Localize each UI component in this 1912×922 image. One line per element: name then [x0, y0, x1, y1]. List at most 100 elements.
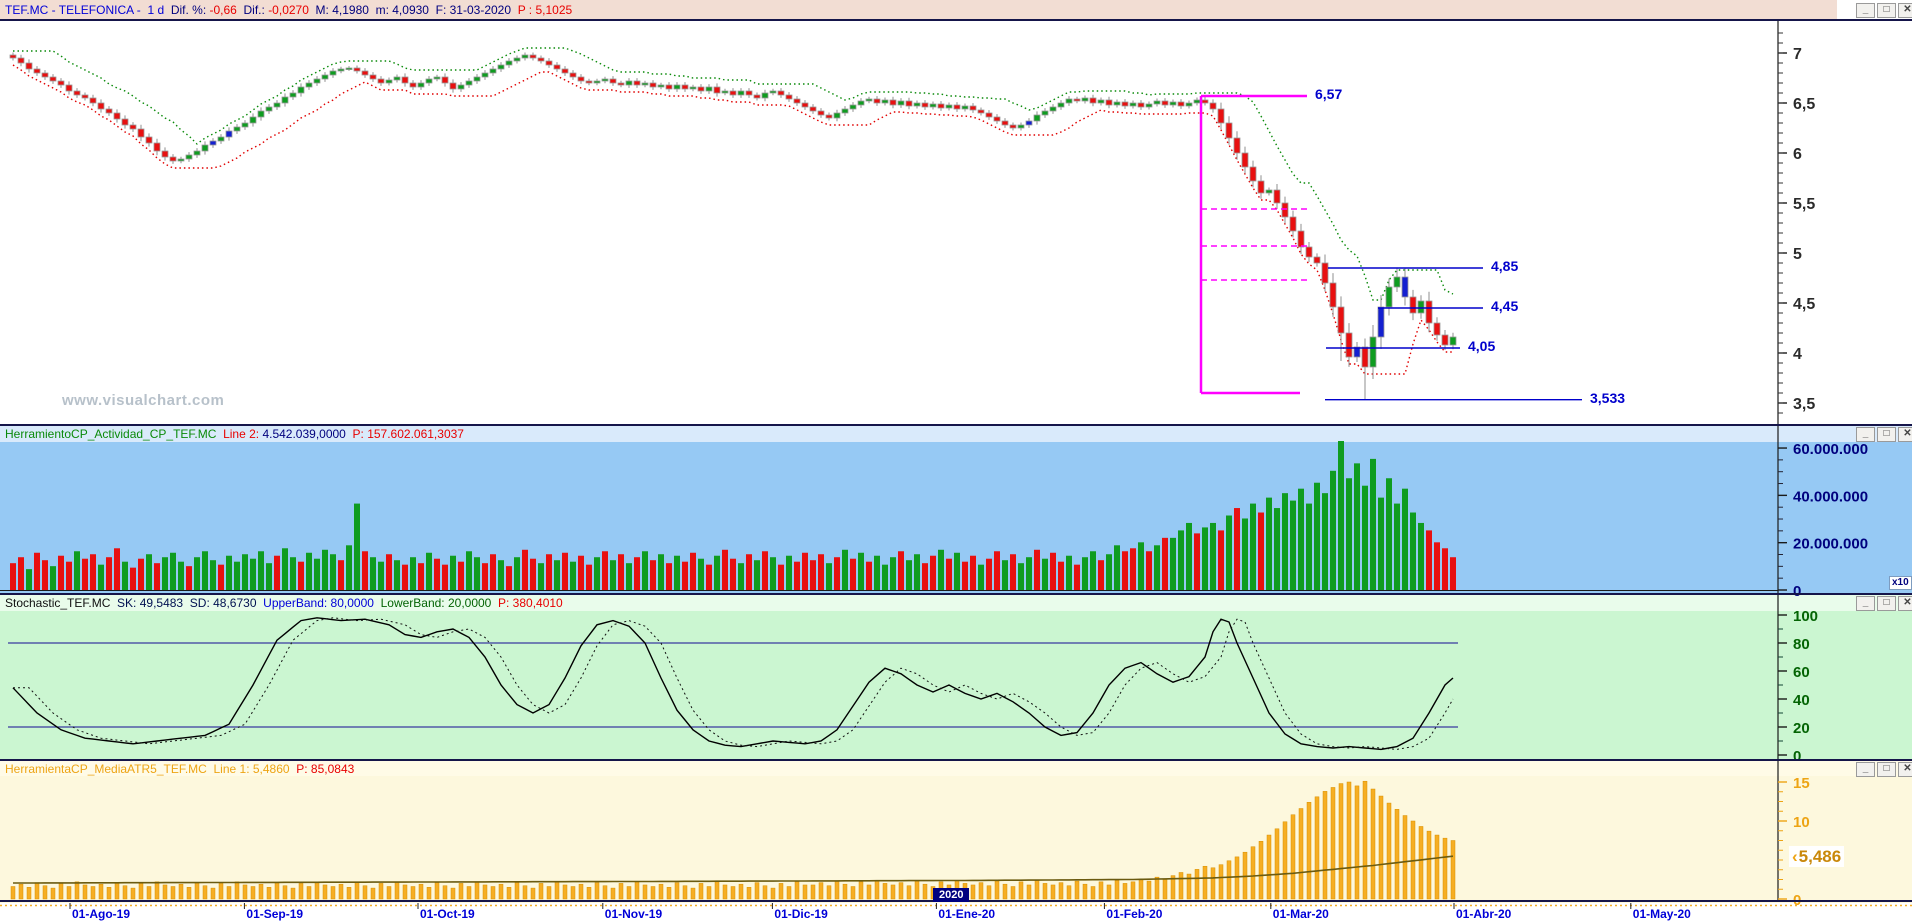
atr-bar	[490, 886, 496, 900]
volume-bar	[762, 551, 768, 590]
atr-panel-bg	[0, 760, 1912, 903]
candle-body	[289, 92, 297, 98]
main-maximize-button[interactable]: □	[1877, 3, 1896, 18]
volume-maximize-button[interactable]: □	[1877, 427, 1896, 442]
stochastic-minimize-button[interactable]: _	[1856, 596, 1875, 611]
stoch-axis-label: 80	[1793, 636, 1810, 653]
atr-bar	[994, 880, 1000, 900]
atr-bar	[1378, 795, 1384, 900]
atr-bar	[1018, 881, 1024, 900]
volume-bar	[1266, 497, 1272, 590]
volume-close-button[interactable]: ✕	[1898, 427, 1912, 442]
volume-bar	[1090, 551, 1096, 590]
candle-body	[529, 54, 537, 59]
atr-maximize-button[interactable]: □	[1877, 762, 1896, 777]
candle-body	[809, 106, 817, 112]
candle-body	[585, 80, 593, 84]
candle-body	[161, 150, 169, 158]
atr-bar	[114, 882, 120, 900]
atr-bar	[898, 882, 904, 900]
volume-bar	[1346, 478, 1352, 590]
atr-bar	[506, 887, 512, 900]
candle-body	[1169, 101, 1177, 106]
candle-body	[225, 130, 233, 138]
atr-bar	[98, 883, 104, 900]
candle-body	[1337, 306, 1345, 334]
volume-bar	[1274, 508, 1280, 590]
atr-minimize-button[interactable]: _	[1856, 762, 1875, 777]
volume-bar	[578, 555, 584, 590]
volume-bar	[426, 552, 432, 590]
volume-bar	[498, 560, 504, 590]
candle-body	[345, 67, 353, 71]
volume-bar	[1026, 557, 1032, 590]
candle-body	[697, 86, 705, 92]
stochastic-maximize-button[interactable]: □	[1877, 596, 1896, 611]
date-axis-label: 01-Ene-20	[938, 907, 995, 921]
volume-bar	[1066, 555, 1072, 590]
atr-bar	[330, 886, 336, 900]
volume-scale-badge: x10	[1889, 576, 1912, 590]
atr-bar	[1162, 878, 1168, 900]
volume-bar	[946, 558, 952, 590]
header-text-part: HerramientaCP_MediaATR5_TEF.MC	[5, 762, 207, 776]
volume-bar	[434, 558, 440, 590]
atr-bar	[1290, 814, 1296, 900]
atr-bar	[1442, 837, 1448, 900]
volume-bar	[642, 551, 648, 590]
volume-bar	[274, 555, 280, 590]
stoch-axis-label: 40	[1793, 692, 1810, 709]
volume-bar	[842, 549, 848, 590]
volume-minimize-button[interactable]: _	[1856, 427, 1875, 442]
volume-bar	[562, 552, 568, 590]
candle-body	[721, 90, 729, 94]
atr-bar	[170, 886, 176, 900]
volume-bar	[394, 560, 400, 590]
volume-bar	[722, 549, 728, 590]
atr-bar	[234, 881, 240, 900]
main-minimize-button[interactable]: _	[1856, 3, 1875, 18]
volume-bar	[26, 569, 32, 590]
candle-body	[1289, 216, 1297, 232]
atr-bar	[1354, 785, 1360, 900]
volume-bar	[1146, 551, 1152, 590]
atr-last-value-chip: 5,486	[1789, 846, 1845, 867]
header-text-part: SK: 49,5483	[110, 596, 184, 610]
volume-bar	[882, 564, 888, 590]
atr-bar	[442, 885, 448, 900]
atr-bar	[1450, 840, 1456, 900]
atr-close-button[interactable]: ✕	[1898, 762, 1912, 777]
volume-bar	[906, 560, 912, 590]
date-axis-label: 01-Feb-20	[1106, 907, 1162, 921]
candle-body	[241, 122, 249, 128]
atr-bar	[1282, 821, 1288, 900]
volume-bar	[522, 549, 528, 590]
volume-bar	[634, 557, 640, 590]
atr-bar	[866, 884, 872, 900]
candle-body	[1393, 276, 1401, 288]
volume-bar	[42, 560, 48, 590]
candle-body	[1433, 322, 1441, 336]
volume-bar	[530, 558, 536, 590]
atr-bar	[842, 883, 848, 900]
candle-body	[1281, 202, 1289, 218]
candle-body	[153, 142, 161, 152]
main-close-button[interactable]: ✕	[1898, 3, 1912, 18]
atr-bar	[210, 887, 216, 900]
atr-bar	[1234, 856, 1240, 900]
atr-bar	[682, 885, 688, 900]
stochastic-close-button[interactable]: ✕	[1898, 596, 1912, 611]
atr-bar	[82, 884, 88, 900]
candle-body	[833, 112, 841, 119]
volume-bar	[282, 548, 288, 590]
atr-bar	[922, 883, 928, 900]
volume-bar	[1338, 441, 1344, 590]
candle-body	[193, 150, 201, 156]
atr-bar	[610, 887, 616, 900]
atr-bar	[1346, 781, 1352, 900]
volume-bar	[786, 555, 792, 590]
candle-body	[1409, 296, 1417, 314]
volume-bar	[658, 554, 664, 590]
volume-bar	[514, 557, 520, 590]
